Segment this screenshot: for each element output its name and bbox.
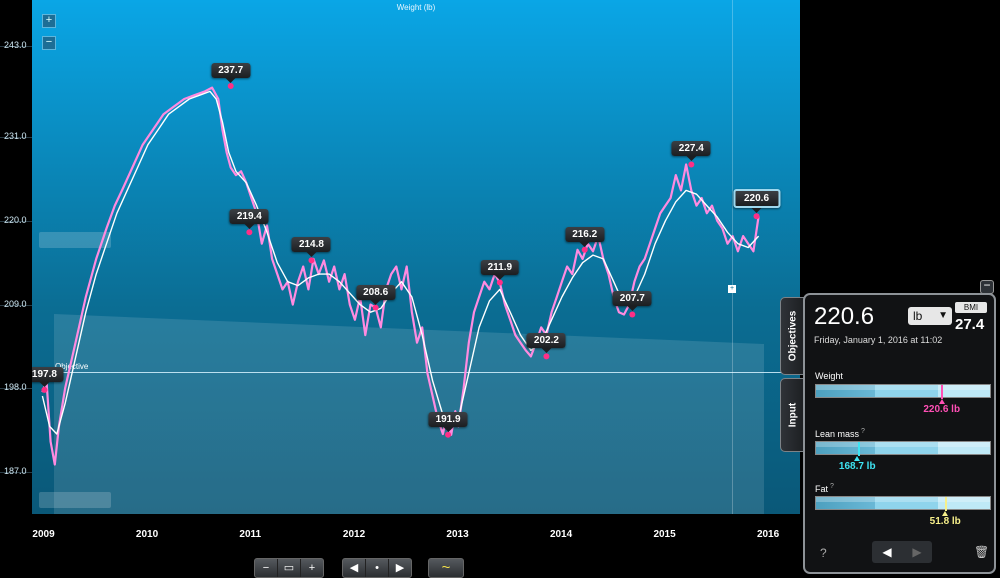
trash-icon[interactable]: 🗑: [974, 545, 990, 559]
unit-select[interactable]: lb ▼: [908, 307, 952, 325]
today-button[interactable]: •: [366, 559, 389, 577]
x-tick-label: 2014: [549, 529, 573, 540]
annotation-dot[interactable]: [581, 246, 588, 253]
current-value-callout[interactable]: 220.6: [733, 189, 781, 214]
chart-zoom-out-button[interactable]: −: [42, 36, 56, 50]
current-marker-icon[interactable]: +: [728, 285, 736, 293]
y-tick-label: 220.0: [4, 214, 27, 225]
bmi-value: 27.4: [955, 316, 985, 333]
x-tick-label: 2015: [653, 529, 676, 540]
annotation-dot[interactable]: [543, 353, 550, 360]
metric-gauge[interactable]: [815, 384, 991, 399]
chevron-down-icon: ▼: [938, 310, 948, 321]
value-callout[interactable]: 207.7: [612, 291, 652, 312]
metric-value: 168.7 lb: [838, 461, 876, 472]
zoom-out-button[interactable]: −: [255, 559, 278, 577]
gauge-marker: [944, 497, 947, 511]
annotation-dot[interactable]: [308, 257, 315, 264]
current-date-line: [732, 0, 733, 514]
value-callout[interactable]: 227.4: [671, 141, 711, 162]
y-tick-label: 243.0: [4, 39, 27, 50]
y-tick-label: 209.0: [4, 298, 27, 309]
y-gridline: [0, 388, 32, 390]
measurement-date[interactable]: Friday, January 1, 2016 at 11:02: [814, 335, 943, 345]
weight-value[interactable]: 220.6: [814, 303, 875, 330]
annotation-dot[interactable]: [496, 279, 503, 286]
panel-minimize-button[interactable]: −: [980, 279, 994, 294]
previous-record-button[interactable]: ◀: [882, 545, 892, 559]
annotation-dot[interactable]: [629, 311, 636, 318]
zoom-in-button[interactable]: +: [308, 562, 316, 574]
gauge-pointer-icon: [942, 511, 949, 516]
navigation-toolbar: ◀ • ▶: [342, 558, 412, 578]
objective-label: Objective: [55, 362, 89, 372]
zoom-toolbar: − ▭ +: [254, 558, 324, 578]
objective-line: [32, 372, 800, 374]
weight-chart[interactable]: Weight (lb) + − Objective + 197.8 237.7 21…: [32, 0, 800, 514]
series-weight: [41, 86, 760, 466]
y-gridline: [0, 472, 32, 474]
calendar-icon[interactable]: ▭: [278, 559, 301, 577]
value-callout[interactable]: 191.9: [428, 411, 468, 432]
value-callout[interactable]: 197.8: [32, 366, 64, 387]
x-tick-label: 2010: [135, 529, 159, 540]
objective-band: [54, 314, 764, 514]
annotation-dot[interactable]: [227, 83, 234, 90]
value-callout[interactable]: 216.2: [565, 226, 605, 247]
bmi-button[interactable]: BMI: [955, 302, 987, 313]
trend-toolbar: ~: [428, 558, 464, 578]
gauge-marker: [857, 442, 860, 456]
overview-wave-icon[interactable]: [39, 492, 111, 508]
y-tick-label: 187.0: [4, 466, 27, 477]
chart-title: Weight (lb): [396, 3, 436, 12]
gauge-pointer-icon: [938, 399, 945, 404]
metric-value: 220.6 lb: [923, 404, 961, 415]
annotation-dot[interactable]: [41, 386, 48, 393]
annotation-dot[interactable]: [445, 431, 452, 438]
x-tick-label: 2016: [756, 529, 780, 540]
metric-label: Weight: [815, 371, 843, 381]
value-callout[interactable]: 237.7: [211, 63, 251, 84]
y-gridline: [0, 304, 32, 306]
trend-toggle-button[interactable]: ~: [441, 559, 451, 576]
input-panel: 220.6 lb ▼ BMI 27.4 Friday, January 1, 2…: [803, 293, 996, 574]
y-gridline: [0, 137, 32, 139]
help-icon[interactable]: ?: [828, 483, 834, 490]
chart-svg: [41, 83, 760, 466]
gauge-marker: [941, 385, 944, 399]
series-trend: [41, 90, 760, 435]
value-callout[interactable]: 211.9: [480, 259, 520, 280]
metric-gauge[interactable]: [815, 441, 991, 456]
metric-label: Lean mass ?: [815, 428, 865, 439]
record-navigator: ◀ ▶: [872, 541, 932, 563]
y-tick-label: 198.0: [4, 382, 27, 393]
chart-zoom-in-button[interactable]: +: [42, 14, 56, 28]
x-tick-label: 2009: [32, 529, 55, 540]
annotation-dot[interactable]: [688, 161, 695, 168]
x-tick-label: 2013: [446, 529, 469, 540]
metric-gauge[interactable]: [815, 496, 991, 511]
value-callout[interactable]: 202.2: [526, 333, 566, 354]
gauge-pointer-icon: [854, 456, 861, 461]
value-callout[interactable]: 214.8: [291, 237, 331, 258]
trend-wave-icon: [39, 232, 111, 248]
y-gridline: [0, 45, 32, 47]
value-callout[interactable]: 219.4: [229, 209, 269, 230]
y-tick-label: 231.0: [4, 131, 27, 142]
annotation-dot[interactable]: [753, 213, 760, 220]
y-axis: [0, 0, 32, 514]
help-icon[interactable]: ?: [820, 546, 827, 560]
x-tick-label: 2011: [239, 529, 262, 540]
annotation-dot[interactable]: [246, 229, 253, 236]
annotation-dot[interactable]: [372, 304, 379, 311]
metric-label: Fat ?: [815, 483, 834, 494]
help-icon[interactable]: ?: [859, 428, 865, 435]
next-record-button[interactable]: ▶: [912, 545, 922, 559]
x-tick-label: 2012: [342, 529, 366, 540]
metric-value: 51.8 lb: [929, 516, 961, 527]
value-callout[interactable]: 208.6: [356, 284, 396, 305]
y-gridline: [0, 220, 32, 222]
next-button[interactable]: ▶: [395, 562, 405, 574]
previous-button[interactable]: ◀: [343, 559, 366, 577]
